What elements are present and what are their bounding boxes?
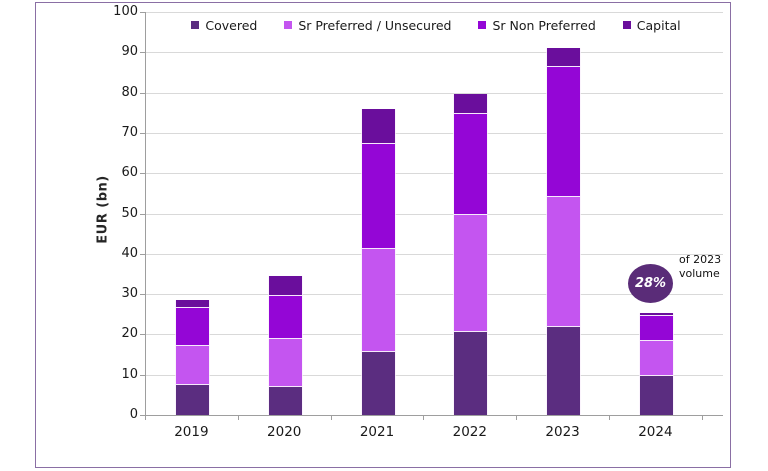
x-axis-label-2023: 2023 (545, 424, 580, 440)
bar-segment-2024-capital (639, 313, 673, 317)
y-tick-label-70: 70 (121, 124, 138, 140)
legend-label: Covered (205, 17, 258, 33)
gridline-70 (146, 132, 723, 134)
gridline-100 (146, 12, 723, 13)
legend-swatch-icon (191, 21, 200, 29)
legend-label: Capital (636, 17, 681, 33)
x-tick (145, 416, 146, 420)
bar-segment-2020-capital (268, 276, 302, 296)
y-tick (140, 92, 145, 94)
y-tick-label-100: 100 (113, 4, 138, 19)
y-tick-label-90: 90 (121, 44, 138, 60)
bar-segment-2019-sr-preferred-unsecured (175, 346, 209, 386)
bar-segment-2022-capital (454, 93, 488, 114)
bar-segment-2024-covered (639, 376, 673, 415)
y-tick-label-0: 0 (129, 407, 138, 422)
gridline-80 (146, 92, 723, 94)
x-tick (609, 416, 610, 420)
legend-swatch-icon (284, 21, 293, 29)
badge-percent: 28% (634, 276, 667, 291)
y-tick (140, 12, 145, 13)
bar-segment-2020-sr-preferred-unsecured (268, 338, 302, 387)
bar-segment-2022-covered (454, 332, 488, 415)
y-tick (140, 294, 145, 296)
legend-label: Sr Non Preferred (492, 17, 596, 33)
y-tick-label-60: 60 (121, 165, 138, 181)
bar-segment-2020-covered (268, 386, 302, 415)
bar-segment-2021-capital (361, 108, 395, 145)
bar-segment-2021-sr-preferred-unsecured (361, 248, 395, 352)
bar-2022 (453, 93, 489, 415)
y-tick (140, 334, 145, 336)
gridline-20 (146, 334, 723, 336)
x-tick (516, 416, 517, 420)
x-tick (423, 416, 424, 420)
y-tick (140, 132, 145, 134)
bar-segment-2022-sr-non-preferred (454, 113, 488, 215)
bar-segment-2019-covered (175, 385, 209, 415)
y-tick (140, 253, 145, 255)
y-tick-label-40: 40 (121, 245, 138, 261)
bar-segment-2024-sr-non-preferred (639, 316, 673, 342)
plot-area (145, 12, 723, 416)
y-tick-label-50: 50 (121, 205, 138, 221)
x-axis-label-2024: 2024 (638, 424, 673, 440)
legend: Covered Sr Preferred / Unsecured Sr Non Pr… (150, 15, 722, 35)
annotation-label-line1: of 2023 (679, 253, 722, 266)
annotation-label-line2: volume (679, 266, 720, 280)
bar-2019 (174, 300, 210, 415)
x-tick (331, 416, 332, 420)
x-axis-label-2019: 2019 (174, 424, 209, 440)
gridline-50 (146, 213, 723, 215)
bar-segment-2019-capital (175, 300, 209, 309)
x-axis-label-2022: 2022 (452, 424, 487, 440)
bar-segment-2023-covered (547, 326, 581, 415)
y-tick (140, 213, 145, 215)
legend-label: Sr Preferred / Unsecured (298, 17, 452, 33)
chart-frame-border (35, 2, 731, 468)
bar-2020 (267, 276, 303, 415)
bar-segment-2022-sr-preferred-unsecured (454, 214, 488, 333)
annotation-badge: 28% (628, 264, 673, 303)
y-tick-label-20: 20 (121, 326, 138, 342)
bar-segment-2019-sr-non-preferred (175, 308, 209, 347)
y-tick-label-10: 10 (121, 366, 138, 382)
y-tick-label-80: 80 (121, 84, 138, 100)
bar-segment-2023-sr-non-preferred (547, 66, 581, 198)
bar-segment-2021-covered (361, 351, 395, 415)
annotation-label: of 2023 volume (679, 253, 721, 280)
y-tick (140, 374, 145, 376)
bar-segment-2021-sr-non-preferred (361, 144, 395, 249)
bar-segment-2024-sr-preferred-unsecured (639, 341, 673, 377)
y-tick (140, 173, 145, 175)
gridline-10 (146, 374, 723, 376)
x-tick (238, 416, 239, 420)
y-tick-label-30: 30 (121, 286, 138, 302)
y-tick (140, 415, 145, 416)
x-tick (702, 416, 703, 420)
legend-item-2: Sr Preferred / Unsecured (284, 18, 451, 33)
legend-swatch-icon (622, 21, 631, 29)
x-axis-label-2021: 2021 (359, 424, 395, 440)
gridline-40 (146, 253, 723, 255)
x-axis-label-2020: 2020 (267, 424, 302, 440)
bar-2021 (360, 108, 396, 415)
y-tick (140, 52, 145, 54)
gridline-30 (146, 294, 723, 296)
bar-segment-2023-sr-preferred-unsecured (547, 197, 581, 327)
bar-2024 (638, 313, 674, 415)
legend-item-1: Covered (191, 18, 257, 33)
bar-2023 (546, 48, 582, 415)
bar-segment-2023-capital (547, 48, 581, 67)
legend-swatch-icon (478, 21, 487, 29)
gridline-60 (146, 173, 723, 175)
legend-item-4: Capital (622, 17, 681, 33)
bar-segment-2020-sr-non-preferred (268, 295, 302, 339)
legend-item-3: Sr Non Preferred (478, 17, 596, 33)
gridline-90 (146, 52, 723, 54)
